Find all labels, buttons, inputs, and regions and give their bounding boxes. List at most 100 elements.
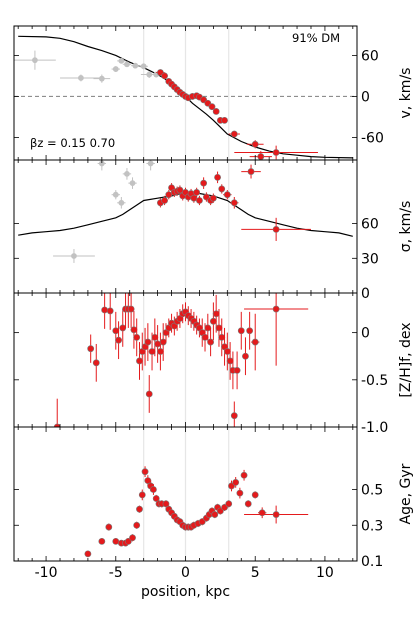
red-data-point [244,500,252,508]
data-marker [92,359,100,367]
red-data-point [98,537,106,545]
red-data-point [230,401,238,427]
red-data-point [218,184,226,194]
data-marker [112,327,120,335]
red-data-point [233,351,241,390]
panel-velocity: 60 0 -60 v, km/s 91% DM βz = 0.15 0.70 [13,25,414,161]
red-data-point [246,311,254,350]
data-marker [136,505,143,513]
data-marker [124,170,130,177]
gray-data-point [14,50,56,70]
data-marker [161,72,168,80]
y-axis-label: v, km/s [398,68,414,119]
data-marker [209,317,217,325]
red-data-point [232,477,240,488]
data-marker [214,173,221,181]
red-data-point [127,293,135,328]
red-data-point [200,177,208,189]
red-data-point [162,500,170,508]
data-marker [225,500,233,508]
data-marker [147,160,154,167]
y-tick-label: -0.5 [361,373,388,389]
data-marker [84,550,92,558]
red-data-point [240,469,248,481]
red-data-point [236,487,244,499]
gray-data-point [53,249,95,263]
red-data-point [133,318,141,357]
red-data-point [223,332,231,371]
panel-plot-area [53,293,309,427]
red-data-point [157,332,164,371]
data-marker [133,333,141,341]
y-tick-label: 0 [361,286,370,302]
red-data-point [87,334,95,363]
red-data-point [161,72,168,80]
gray-data-point [122,61,132,68]
red-data-point [138,332,146,371]
red-data-point [241,217,311,241]
red-data-point [138,489,146,501]
data-marker [140,63,147,70]
data-marker [251,140,259,148]
gray-data-point [128,177,137,189]
red-data-point [141,466,149,478]
red-data-point [129,534,136,542]
data-marker [150,486,157,493]
red-data-point [159,323,167,361]
red-data-point [221,327,228,366]
red-data-point [218,318,226,357]
data-marker [211,511,219,518]
y-tick-label: -60 [361,130,384,146]
gray-data-point [93,74,111,83]
gray-data-point [146,160,155,171]
data-marker [141,468,149,476]
data-marker [124,61,130,68]
panel-plot-area [84,427,309,561]
red-data-point [230,197,239,209]
gray-data-point [117,197,126,209]
data-marker [226,357,234,365]
data-marker [218,333,226,341]
data-marker [230,130,238,138]
data-marker [157,348,164,355]
red-data-point [112,311,120,350]
red-data-point [251,491,259,499]
red-data-point [92,343,100,382]
gray-data-point [60,74,102,82]
data-marker [154,340,162,348]
data-marker [159,338,167,346]
data-marker [223,191,231,199]
y-axis-label: Age, Gyr [398,463,414,524]
data-marker [151,333,159,341]
data-marker [257,153,265,160]
data-marker [247,168,255,175]
x-axis-label: position, kpc [141,584,230,600]
data-marker [242,352,249,360]
data-marker [221,116,228,124]
red-data-point [145,375,153,413]
y-tick-label: 0.5 [361,483,383,499]
y-axis-label: σ, km/s [398,201,414,253]
gray-data-point [111,190,120,200]
data-marker [71,253,77,259]
data-marker [190,194,198,202]
red-data-point [244,293,309,366]
red-data-point [225,500,233,508]
red-data-point [237,311,245,350]
red-data-point [133,521,141,529]
data-marker [115,336,122,344]
panel-plot-area [18,160,353,293]
data-marker [127,305,135,313]
x-tick-label: 5 [251,565,260,581]
data-marker [230,412,238,420]
red-data-point [130,310,138,349]
data-marker [223,348,231,355]
red-data-point [221,116,228,124]
x-tick-label: -5 [109,565,123,581]
red-data-point [241,164,261,179]
red-data-point [212,108,220,115]
data-marker [204,324,212,332]
red-data-point [226,342,234,380]
data-marker [240,471,248,479]
